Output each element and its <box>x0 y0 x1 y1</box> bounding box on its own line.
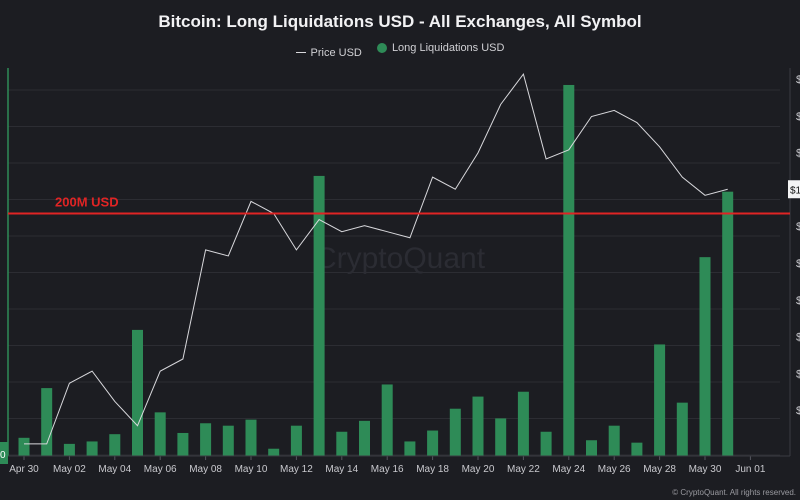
liquidation-bar <box>608 425 620 456</box>
x-tick-label: May 16 <box>371 464 404 475</box>
reference-line-label: 200M USD <box>55 195 119 210</box>
liquidations-dot-icon <box>376 43 387 53</box>
chart-legend: Price USD Long Liquidations USD <box>0 42 800 59</box>
x-tick-label: May 24 <box>552 464 585 475</box>
right-axis-tick-label: $ <box>796 368 800 380</box>
x-tick-label: May 02 <box>53 464 86 475</box>
legend-price-label: Price USD <box>310 46 362 59</box>
liquidation-bar <box>540 431 552 456</box>
liquidation-bar <box>722 191 734 457</box>
liquidation-bar <box>676 402 688 456</box>
right-axis-tick-label: $ <box>796 405 800 417</box>
right-axis-tick-label: $ <box>796 258 800 270</box>
liquidation-bar <box>517 391 529 456</box>
x-tick-label: May 28 <box>643 464 676 475</box>
liquidation-bar <box>563 84 575 456</box>
x-tick-label: May 14 <box>325 464 358 475</box>
liquidation-bar <box>63 443 75 456</box>
liquidation-bar <box>132 329 143 456</box>
liquidation-bar <box>177 432 189 456</box>
right-axis-tick-label: $ <box>796 148 800 160</box>
liquidation-bar <box>654 344 666 456</box>
price-line <box>24 72 728 445</box>
liquidation-bar <box>313 175 325 456</box>
x-tick-label: Apr 30 <box>9 464 39 475</box>
liquidation-bar <box>404 441 416 456</box>
liquidation-bar <box>699 257 711 456</box>
liquidation-bar <box>18 437 30 456</box>
liquidation-bar <box>86 441 98 456</box>
liquidation-bar <box>449 408 461 456</box>
liquidation-bar <box>472 396 484 456</box>
x-tick-label: May 08 <box>189 464 222 475</box>
legend-liquidations[interactable]: Long Liquidations USD <box>376 42 505 54</box>
liquidation-bar <box>336 431 348 456</box>
x-tick-label: May 18 <box>416 464 449 475</box>
x-tick-label: May 30 <box>689 464 722 475</box>
watermark: CryptoQuant <box>315 242 486 275</box>
liquidation-bar <box>427 430 439 456</box>
legend-liquidations-label: Long Liquidations USD <box>391 42 505 54</box>
liquidation-bar <box>631 442 643 456</box>
liquidation-bar <box>381 384 393 456</box>
chart-title: Bitcoin: Long Liquidations USD - All Exc… <box>158 12 642 31</box>
left-axis-label: 0 <box>0 450 6 461</box>
liquidation-bar <box>200 423 212 456</box>
liquidation-bar <box>586 440 597 456</box>
x-tick-label: May 10 <box>235 464 268 475</box>
current-price-label: $1 <box>790 185 800 196</box>
liquidation-bar <box>290 425 302 456</box>
right-axis-tick-label: $ <box>796 111 800 123</box>
liquidation-bar <box>245 419 257 456</box>
liquidation-bar <box>222 425 234 456</box>
price-line-icon <box>295 52 306 53</box>
liquidation-bar <box>359 420 370 456</box>
x-tick-label: Jun 01 <box>735 464 765 475</box>
left-axis-marker <box>0 442 8 464</box>
liquidation-bar <box>109 434 121 456</box>
liquidation-bar <box>41 388 53 456</box>
legend-price[interactable]: Price USD <box>295 46 362 59</box>
copyright-footer: © CryptoQuant. All rights reserved. <box>672 488 796 497</box>
liquidation-bar <box>154 412 166 456</box>
x-tick-label: May 26 <box>598 464 631 475</box>
current-price-tag <box>788 180 800 199</box>
x-tick-label: May 12 <box>280 464 313 475</box>
liquidation-bar <box>268 448 280 456</box>
liquidation-bar <box>495 418 507 456</box>
x-tick-label: May 20 <box>462 464 495 475</box>
x-tick-label: May 06 <box>144 464 177 475</box>
right-axis-tick-label: $ <box>796 295 800 307</box>
right-axis-tick-label: $ <box>796 221 800 233</box>
x-tick-label: May 04 <box>98 464 131 475</box>
right-axis-tick-label: $ <box>796 332 800 344</box>
x-tick-label: May 22 <box>507 464 540 475</box>
right-axis-tick-label: $ <box>796 74 800 86</box>
